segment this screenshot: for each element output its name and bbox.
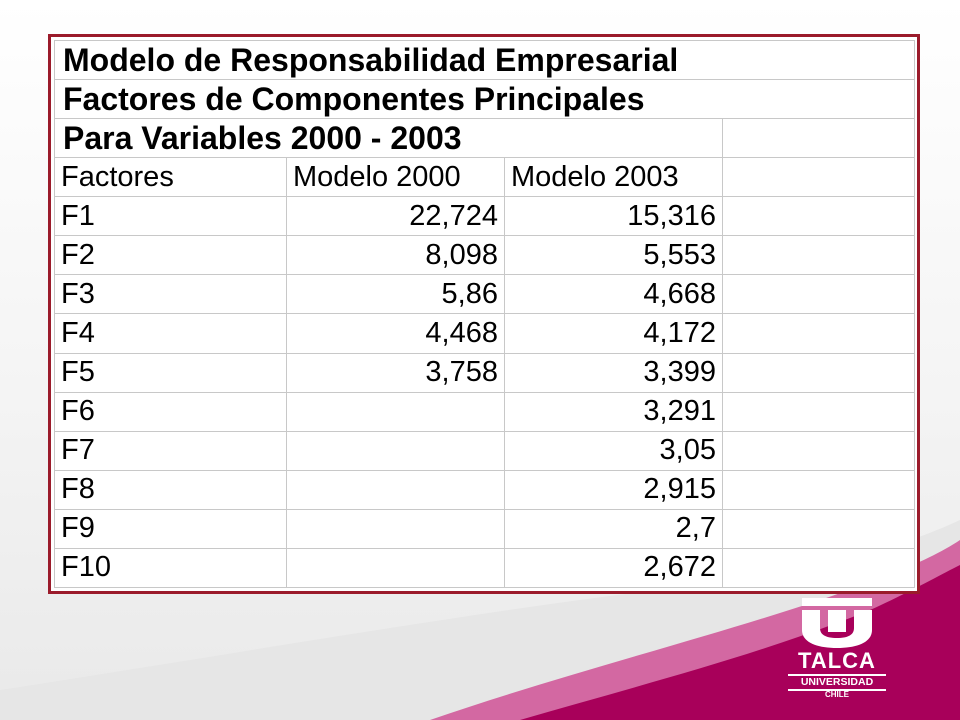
modelo-2000-cell: 5,86 [286, 274, 505, 315]
empty-cell [721, 352, 916, 393]
modelo-2003-cell: 2,7 [504, 508, 723, 549]
title-line-3: Para Variables 2000 - 2003 [54, 118, 723, 159]
modelo-2003-cell: 4,668 [504, 274, 723, 315]
modelo-2000-cell: 4,468 [286, 313, 505, 354]
modelo-2000-cell: 3,758 [286, 352, 505, 393]
empty-cell [721, 235, 916, 276]
logo-city-text: CHILE [825, 690, 849, 699]
modelo-2003-cell: 4,172 [504, 313, 723, 354]
title-line-1: Modelo de Responsabilidad Empresarial [53, 39, 916, 81]
modelo-2003-cell: 3,399 [504, 352, 723, 393]
factor-cell: F10 [54, 547, 287, 589]
table-frame: Modelo de Responsabilidad Empresarial Fa… [48, 34, 920, 594]
empty-cell [721, 118, 916, 159]
header-row: Factores Modelo 2000 Modelo 2003 [54, 157, 916, 198]
logo-subtitle-text: UNIVERSIDAD [788, 674, 886, 691]
modelo-2003-cell: 3,291 [504, 391, 723, 432]
empty-cell [721, 547, 916, 589]
title-row: Para Variables 2000 - 2003 [54, 118, 916, 159]
modelo-2003-cell: 2,915 [504, 469, 723, 510]
universidad-talca-logo: TALCA UNIVERSIDAD CHILE [788, 598, 886, 708]
logo-brand-text: TALCA [798, 648, 876, 673]
empty-cell [721, 508, 916, 549]
factor-cell: F3 [54, 274, 287, 315]
factor-cell: F7 [54, 430, 287, 471]
table-row: F1 22,724 15,316 [54, 196, 916, 237]
modelo-2000-cell: 22,724 [286, 196, 505, 237]
table-row: F4 4,468 4,172 [54, 313, 916, 354]
u-emblem-icon [802, 598, 872, 648]
factor-table: Modelo de Responsabilidad Empresarial Fa… [53, 39, 916, 589]
factor-cell: F8 [54, 469, 287, 510]
empty-cell [721, 157, 916, 198]
table-row: F8 2,915 [54, 469, 916, 510]
header-modelo-2000: Modelo 2000 [286, 157, 505, 198]
table-row: F7 3,05 [54, 430, 916, 471]
modelo-2003-cell: 15,316 [504, 196, 723, 237]
title-row: Modelo de Responsabilidad Empresarial [53, 39, 916, 81]
header-modelo-2003: Modelo 2003 [504, 157, 723, 198]
modelo-2000-cell [286, 469, 505, 510]
modelo-2003-cell: 3,05 [504, 430, 723, 471]
empty-cell [721, 430, 916, 471]
factor-cell: F6 [54, 391, 287, 432]
factor-cell: F5 [54, 352, 287, 393]
empty-cell [721, 469, 916, 510]
modelo-2000-cell: 8,098 [286, 235, 505, 276]
modelo-2003-cell: 2,672 [504, 547, 723, 589]
factor-cell: F2 [54, 235, 287, 276]
title-row: Factores de Componentes Principales [53, 79, 916, 120]
table-row: F9 2,7 [54, 508, 916, 549]
header-factores: Factores [54, 157, 287, 198]
empty-cell [721, 274, 916, 315]
factor-cell: F9 [54, 508, 287, 549]
table-row: F3 5,86 4,668 [54, 274, 916, 315]
modelo-2000-cell [286, 391, 505, 432]
factor-cell: F4 [54, 313, 287, 354]
modelo-2000-cell [286, 508, 505, 549]
table-row: F10 2,672 [54, 547, 916, 589]
empty-cell [721, 391, 916, 432]
empty-cell [721, 196, 916, 237]
factor-cell: F1 [54, 196, 287, 237]
table-row: F2 8,098 5,553 [54, 235, 916, 276]
modelo-2003-cell: 5,553 [504, 235, 723, 276]
modelo-2000-cell [286, 547, 505, 589]
title-line-2: Factores de Componentes Principales [53, 79, 916, 120]
table-row: F6 3,291 [54, 391, 916, 432]
table-row: F5 3,758 3,399 [54, 352, 916, 393]
modelo-2000-cell [286, 430, 505, 471]
empty-cell [721, 313, 916, 354]
